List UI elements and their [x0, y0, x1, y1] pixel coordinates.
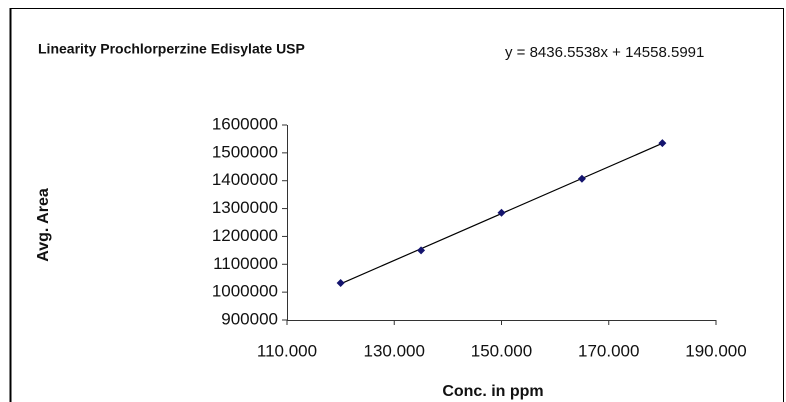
y-tick-label: 1200000 [212, 226, 278, 245]
chart-title: Linearity Prochlorperzine Edisylate USP [38, 41, 305, 57]
y-tick-label: 1500000 [212, 142, 278, 161]
x-tick-label: 150.000 [471, 341, 532, 360]
y-tick-label: 1300000 [212, 198, 278, 217]
point [577, 174, 586, 183]
point [497, 208, 506, 217]
x-tick-label: 190.000 [685, 341, 746, 360]
x-tick-label: 110.000 [257, 341, 317, 360]
y-tick-label: 1400000 [212, 170, 278, 189]
point [336, 278, 345, 287]
y-tick-label: 1100000 [213, 254, 278, 273]
y-tick-label: 900000 [221, 309, 278, 328]
x-tick-label: 170.000 [578, 341, 639, 360]
y-axis-label: Avg. Area [35, 188, 52, 262]
x-axis-label: Conc. in ppm [442, 383, 543, 400]
equation: y = 8436.5538x + 14558.5991 [505, 44, 704, 61]
y-tick-label: 1000000 [212, 282, 278, 301]
y-tick-label: 1600000 [212, 114, 278, 133]
point [417, 246, 426, 255]
point [658, 139, 667, 148]
x-tick-label: 130.000 [364, 341, 425, 360]
